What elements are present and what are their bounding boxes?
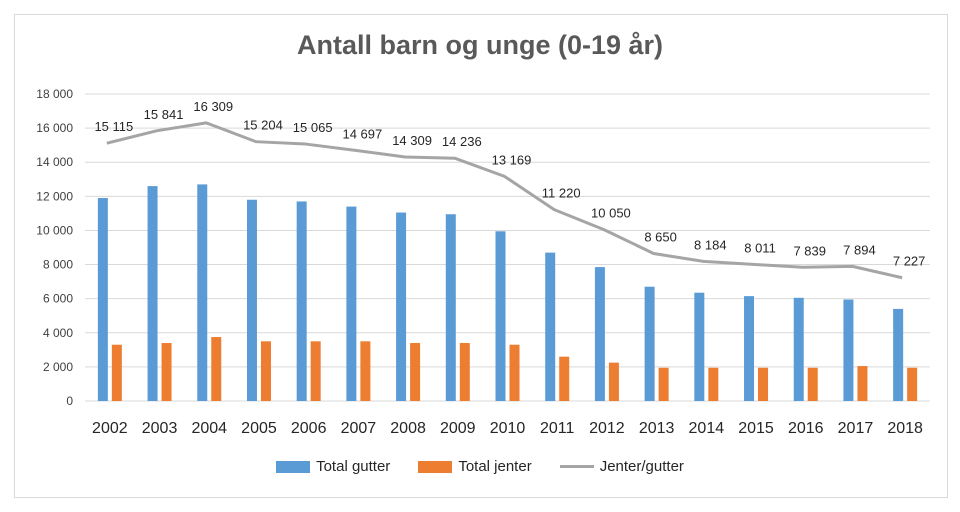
bar-total-jenter	[907, 367, 918, 401]
legend-label-gutter: Total gutter	[316, 458, 391, 475]
bar-total-jenter	[211, 337, 222, 401]
chart-frame	[14, 14, 948, 498]
bar-total-gutter	[793, 297, 804, 401]
data-label: 7 894	[843, 242, 876, 257]
legend-swatch-gutter	[276, 460, 311, 473]
data-label: 7 227	[893, 254, 926, 269]
bar-total-gutter	[97, 198, 108, 401]
x-tick-label: 2003	[142, 420, 178, 437]
x-tick-label: 2011	[540, 420, 575, 437]
chart-title: Antall barn og unge (0-19 år)	[296, 30, 664, 60]
bar-total-jenter	[161, 343, 172, 401]
legend-label-ratio: Jenter/gutter	[599, 458, 684, 475]
data-label: 16 309	[193, 99, 233, 114]
y-tick-label: 2 000	[43, 360, 73, 374]
legend: Total gutter Total jenter Jenter/gutter	[0, 458, 960, 475]
bar-total-gutter	[495, 231, 506, 401]
data-label: 13 169	[492, 152, 532, 167]
bar-total-gutter	[644, 286, 655, 401]
bar-total-jenter	[360, 341, 371, 401]
bar-total-jenter	[807, 367, 818, 401]
data-label: 15 115	[94, 119, 133, 134]
x-tick-label: 2016	[788, 420, 824, 437]
data-label: 15 204	[243, 118, 283, 133]
data-label: 15 065	[293, 120, 333, 135]
bar-total-jenter	[708, 367, 719, 401]
y-tick-label: 6 000	[43, 292, 73, 306]
x-tick-label: 2006	[291, 420, 327, 437]
data-label: 14 697	[342, 126, 382, 141]
bar-total-gutter	[296, 201, 307, 401]
line-jenter-gutter	[106, 121, 903, 280]
bar-total-jenter	[410, 343, 421, 401]
x-tick-label: 2008	[390, 420, 426, 437]
data-label: 7 839	[793, 243, 826, 258]
bar-total-jenter	[310, 341, 321, 401]
bar-total-jenter	[111, 344, 122, 401]
y-tick-label: 8 000	[43, 258, 73, 272]
bar-total-jenter	[260, 341, 271, 401]
data-label: 10 050	[591, 206, 631, 221]
bar-total-gutter	[744, 296, 755, 401]
data-label: 14 309	[392, 133, 432, 148]
bar-total-jenter	[857, 366, 868, 401]
x-tick-label: 2009	[440, 420, 476, 437]
x-tick-label: 2005	[241, 420, 277, 437]
data-label: 8 184	[694, 237, 727, 252]
bar-total-jenter	[608, 362, 619, 401]
legend-swatch-ratio	[559, 465, 594, 468]
legend-swatch-jenter	[418, 460, 453, 473]
data-label: 8 011	[744, 240, 776, 255]
x-tick-label: 2010	[490, 420, 526, 437]
bar-total-jenter	[459, 343, 470, 401]
bar-total-gutter	[147, 186, 158, 401]
legend-item-gutter: Total gutter	[276, 458, 390, 475]
bar-total-gutter	[396, 212, 407, 401]
data-label: 11 220	[542, 186, 581, 201]
x-tick-label: 2012	[589, 420, 625, 437]
data-label: 8 650	[644, 229, 677, 244]
bar-total-gutter	[445, 214, 456, 401]
bar-total-gutter	[843, 299, 854, 401]
x-tick-label: 2004	[191, 420, 227, 437]
x-tick-label: 2014	[689, 420, 725, 437]
y-tick-label: 4 000	[43, 326, 73, 340]
bar-total-gutter	[594, 267, 605, 401]
y-tick-label: 14 000	[36, 155, 73, 169]
x-tick-label: 2017	[838, 420, 874, 437]
bar-total-gutter	[545, 252, 556, 401]
bar-total-gutter	[246, 199, 257, 401]
x-tick-label: 2015	[738, 420, 774, 437]
bar-total-jenter	[658, 367, 669, 401]
x-tick-label: 2018	[887, 420, 923, 437]
y-tick-label: 16 000	[36, 121, 73, 135]
y-tick-label: 12 000	[36, 189, 73, 203]
bar-total-jenter	[559, 356, 570, 401]
y-tick-label: 18 000	[36, 87, 73, 101]
x-tick-label: 2007	[341, 420, 377, 437]
data-label: 15 841	[144, 107, 184, 122]
bar-total-gutter	[893, 308, 904, 401]
legend-item-jenter: Total jenter	[418, 458, 532, 475]
bar-total-gutter	[197, 184, 208, 401]
bar-total-gutter	[694, 292, 705, 401]
legend-label-jenter: Total jenter	[458, 458, 532, 475]
x-tick-label: 2002	[92, 420, 128, 437]
y-tick-label: 0	[66, 394, 73, 408]
bar-total-gutter	[346, 206, 357, 401]
x-tick-label: 2013	[639, 420, 675, 437]
bar-total-jenter	[509, 344, 520, 401]
y-tick-label: 10 000	[36, 223, 73, 237]
bar-total-jenter	[758, 367, 769, 401]
legend-item-ratio: Jenter/gutter	[559, 458, 684, 475]
data-label: 14 236	[442, 134, 482, 149]
